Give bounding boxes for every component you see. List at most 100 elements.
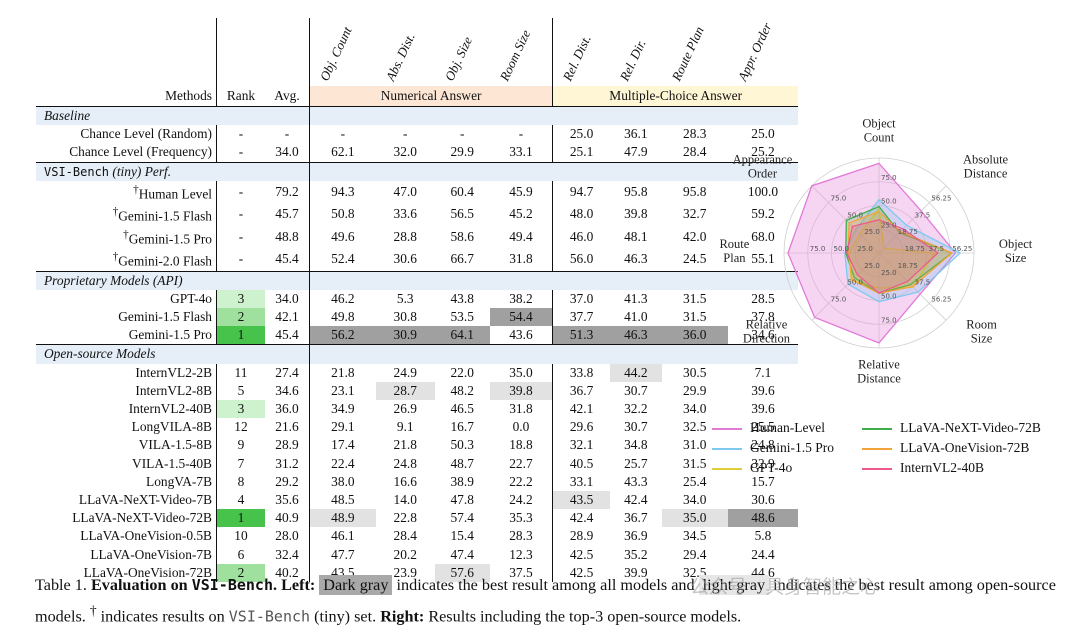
avg-cell: 48.8	[275, 228, 299, 244]
caption-bench-name-2: VSI-Bench	[228, 607, 311, 626]
task-header: Abs. Dist.	[382, 30, 418, 84]
method-name: LLaVA-NeXT-Video-7B	[36, 491, 217, 509]
score-cell: 30.8	[393, 309, 417, 325]
section-title-text: Proprietary Models (API)	[44, 272, 183, 288]
section-fill	[309, 106, 799, 126]
score-cell: 47.9	[624, 144, 648, 160]
score-cell: 43.3	[624, 473, 648, 489]
score-cell: 37.0	[552, 289, 610, 308]
table-row: †Human Level -79.2 94.3 47.0 60.4 45.9 94.7 95.…	[36, 180, 798, 204]
score-cell: 24.4	[751, 546, 775, 562]
table-row: LongVILA-8B 12 21.6 29.1 9.1 16.7 0.0 29.6 30.7 3…	[36, 418, 798, 437]
method-label: LongVA-7B	[146, 473, 212, 489]
score-cell: 24.9	[393, 364, 417, 380]
dagger-mark: †	[133, 183, 139, 196]
score-cell: 31.5	[683, 455, 707, 471]
score-cell: 68.0	[751, 228, 775, 244]
rank-cell: 6	[216, 545, 265, 564]
section-title-suffix: (tiny) Perf.	[109, 163, 172, 179]
score-cell: 43.5	[552, 490, 610, 510]
legend-item: LLaVA-NeXT-Video-72B	[862, 420, 1041, 436]
score-cell: 94.7	[552, 180, 610, 204]
radar-series-0	[787, 162, 957, 344]
score-cell: 31.8	[509, 401, 533, 417]
score-cell: 58.6	[450, 228, 474, 244]
score-cell: 50.8	[308, 203, 376, 226]
score-cell: 32.0	[393, 144, 417, 160]
legend-label: Human-Level	[750, 420, 825, 435]
score-cell: 38.0	[308, 472, 376, 491]
score-cell: 52.4	[308, 248, 376, 272]
score-cell: 28.3	[683, 126, 707, 142]
score-cell: 31.5	[683, 309, 707, 325]
section-fill	[309, 161, 799, 181]
legend-item: Gemini-1.5 Pro	[712, 440, 834, 456]
score-cell: 42.1	[552, 399, 610, 419]
method-name: VILA-1.5-40B	[36, 455, 217, 473]
radar-tick-label: 25.0	[864, 228, 880, 236]
score-cell: 12.3	[509, 546, 533, 562]
score-cell: 57.6	[434, 563, 490, 582]
method-name: InternVL2-8B	[36, 382, 217, 400]
task-header: Appr. Order	[734, 20, 775, 84]
score-cell: 23.9	[393, 564, 417, 580]
score-cell: 33.1	[552, 472, 610, 491]
legend-item: Human-Level	[712, 420, 825, 436]
score-cell: 46.3	[609, 326, 662, 345]
radar-series-5	[846, 219, 939, 294]
method-name: LLaVA-OneVision-72B	[36, 564, 217, 582]
legend-label: LLaVA-NeXT-Video-72B	[900, 420, 1041, 435]
table-row: LLaVA-OneVision-0.5B 10 28.0 46.1 28.4 15.4 28…	[36, 527, 798, 546]
caption-dagger: †	[89, 603, 97, 618]
score-cell: 31.8	[509, 251, 533, 267]
radar-tick-label: 75.0	[881, 316, 897, 324]
dagger-mark: †	[112, 206, 119, 219]
section-title: Baseline	[36, 106, 310, 126]
score-cell: 26.9	[393, 401, 417, 417]
radar-spoke	[811, 185, 880, 254]
score-cell: 7.1	[754, 364, 772, 380]
section-title-text: Open-source Models	[44, 346, 156, 362]
rank-cell: 7	[216, 454, 265, 473]
score-cell: 5.3	[396, 290, 414, 306]
caption-right: Right:	[380, 607, 425, 626]
score-cell: 64.1	[434, 326, 490, 345]
radar-axis-label: Object Size	[999, 237, 1033, 265]
rank-cell: 10	[216, 527, 265, 546]
rank-cell: 12	[216, 418, 265, 437]
score-cell: 56.0	[552, 248, 610, 272]
score-cell: 62.1	[308, 143, 376, 163]
task-header: Route Plan	[668, 24, 707, 84]
score-cell: 30.9	[375, 326, 435, 345]
dark-gray-swatch: Dark gray	[319, 575, 393, 595]
score-cell: 42.4	[552, 509, 610, 528]
score-cell: 24.8	[393, 455, 417, 471]
score-cell: 24.8	[751, 437, 775, 453]
radar-tick-label: 25.0	[881, 269, 897, 277]
score-cell: -	[403, 126, 408, 142]
legend-item: LLaVA-OneVision-72B	[862, 440, 1029, 456]
score-cell: 30.6	[393, 251, 417, 267]
score-cell: 49.4	[509, 228, 533, 244]
rank-cell: -	[216, 125, 265, 144]
score-cell: 34.0	[683, 401, 707, 417]
task-header: Obj. Size	[441, 34, 475, 84]
table-row: VILA-1.5-8B 9 28.9 17.4 21.8 50.3 18.8 32.1 34.8…	[36, 436, 798, 455]
method-label: LLaVA-NeXT-Video-72B	[72, 510, 212, 526]
multiple-choice-header: Multiple-Choice Answer	[552, 86, 799, 107]
caption-bench-name: VSI-Bench	[191, 576, 273, 594]
radar-series-1	[844, 198, 962, 303]
method-name: InternVL2-40B	[36, 400, 217, 418]
avg-header: Avg.	[274, 88, 300, 103]
method-name: LongVILA-8B	[36, 418, 217, 436]
score-cell: 31.0	[683, 437, 707, 453]
score-cell: -	[518, 126, 524, 142]
score-cell: 28.7	[375, 381, 435, 400]
score-cell: 41.0	[624, 309, 648, 325]
score-cell: 46.2	[308, 289, 376, 308]
avg-cell: 45.7	[275, 206, 299, 222]
method-label: LLaVA-OneVision-7B	[90, 546, 212, 562]
method-label: InternVL2-8B	[135, 382, 212, 398]
method-label: VILA-1.5-40B	[132, 455, 212, 471]
